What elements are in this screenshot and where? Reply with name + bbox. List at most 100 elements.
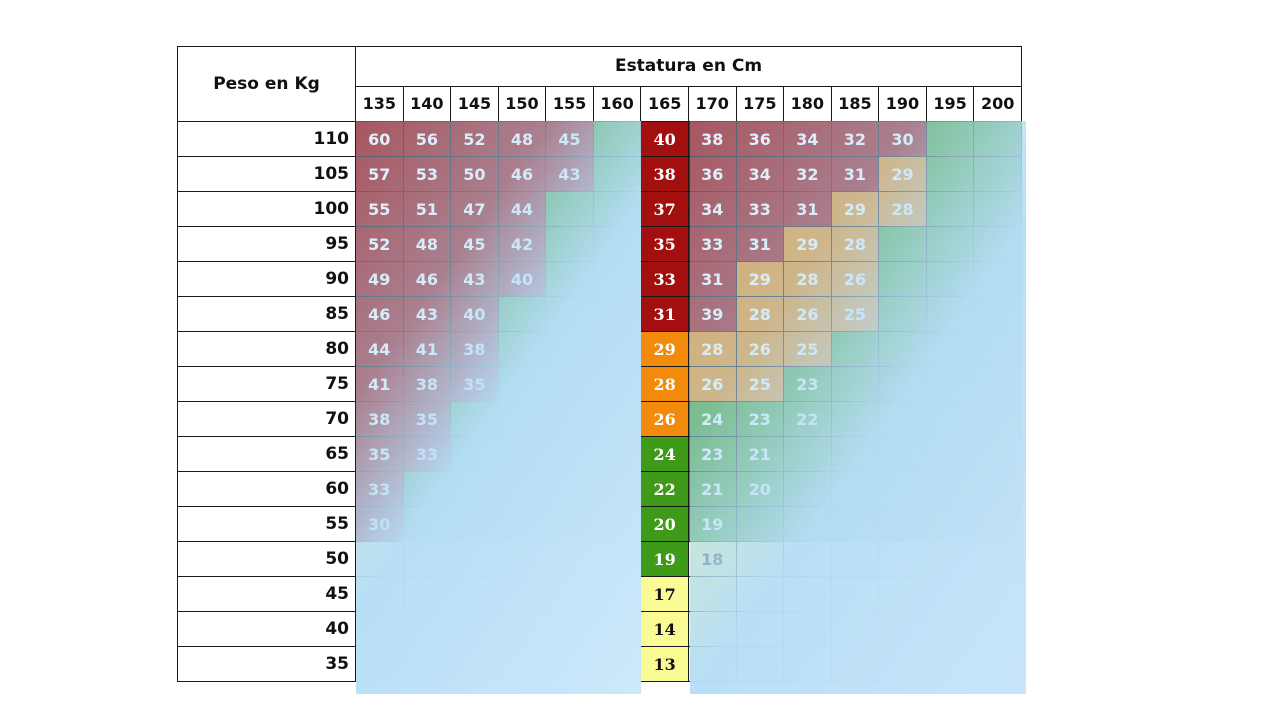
bmi-cell [878, 576, 927, 612]
bmi-cell [545, 261, 594, 297]
bmi-cell [783, 506, 832, 542]
weight-row-header: 110 [177, 121, 356, 157]
bmi-cell [783, 576, 832, 612]
bmi-cell: 36 [687, 156, 737, 192]
bmi-cell [592, 296, 642, 332]
bmi-cell: 34 [735, 156, 785, 192]
bmi-cell [592, 331, 642, 367]
bmi-cell: 49 [355, 261, 404, 297]
height-col-header: 180 [783, 85, 832, 123]
bmi-cell [783, 436, 832, 472]
bmi-cell: 29 [783, 226, 832, 262]
bmi-cell [545, 611, 594, 647]
bmi-cell [973, 261, 1022, 297]
bmi-table: Peso en Kg Estatura en Cm 135 140 145 150 15… [177, 46, 1022, 682]
bmi-cell [783, 646, 832, 682]
height-col-header: 135 [355, 85, 404, 123]
bmi-cell [402, 646, 452, 682]
weight-row-header: 95 [177, 226, 356, 262]
bmi-cell [973, 611, 1022, 647]
table-row: 75 41 38 35 28 26 25 23 [177, 366, 1022, 402]
height-col-header: 165 [640, 85, 689, 123]
bmi-cell: 46 [355, 296, 404, 332]
bmi-cell [830, 646, 880, 682]
bmi-cell: 60 [355, 121, 404, 157]
bmi-cell [497, 366, 547, 402]
bmi-cell [925, 541, 975, 577]
bmi-cell [783, 471, 832, 507]
bmi-cell [830, 401, 880, 437]
bmi-cell: 46 [497, 156, 547, 192]
bmi-cell [830, 611, 880, 647]
bmi-cell-highlighted: 19 [640, 541, 689, 577]
bmi-cell [545, 576, 594, 612]
bmi-cell [973, 401, 1022, 437]
bmi-cell: 40 [497, 261, 547, 297]
row-header-label: Peso en Kg [177, 46, 356, 122]
bmi-cell: 18 [687, 541, 737, 577]
bmi-cell [450, 436, 499, 472]
bmi-cell: 43 [450, 261, 499, 297]
bmi-cell [355, 611, 404, 647]
bmi-cell [450, 576, 499, 612]
bmi-cell: 32 [783, 156, 832, 192]
bmi-cell: 26 [735, 331, 785, 367]
bmi-cell [973, 646, 1022, 682]
bmi-cell [592, 401, 642, 437]
bmi-cell [355, 646, 404, 682]
bmi-cell [545, 506, 594, 542]
bmi-cell-highlighted: 22 [640, 471, 689, 507]
bmi-cell-highlighted: 17 [640, 576, 689, 612]
bmi-cell [830, 331, 880, 367]
bmi-cell: 30 [878, 121, 927, 157]
bmi-cell [878, 506, 927, 542]
bmi-cell [925, 121, 975, 157]
bmi-cell: 44 [355, 331, 404, 367]
bmi-cell [545, 471, 594, 507]
bmi-cell: 25 [783, 331, 832, 367]
bmi-cell: 34 [687, 191, 737, 227]
bmi-cell: 35 [402, 401, 452, 437]
bmi-cell [735, 576, 785, 612]
bmi-cell: 42 [497, 226, 547, 262]
bmi-cell [545, 331, 594, 367]
bmi-cell-highlighted: 26 [640, 401, 689, 437]
bmi-cell [973, 156, 1022, 192]
bmi-cell [450, 646, 499, 682]
bmi-cell: 23 [735, 401, 785, 437]
weight-row-header: 100 [177, 191, 356, 227]
bmi-cell [878, 611, 927, 647]
bmi-cell: 50 [450, 156, 499, 192]
bmi-cell: 35 [450, 366, 499, 402]
bmi-cell [687, 611, 737, 647]
bmi-cell-highlighted: 20 [640, 506, 689, 542]
height-col-header: 155 [545, 85, 594, 123]
bmi-cell [925, 156, 975, 192]
bmi-cell [925, 261, 975, 297]
bmi-cell: 41 [402, 331, 452, 367]
bmi-cell [592, 191, 642, 227]
bmi-cell: 45 [450, 226, 499, 262]
bmi-cell [878, 471, 927, 507]
bmi-cell [925, 331, 975, 367]
bmi-cell [497, 576, 547, 612]
bmi-cell [592, 121, 642, 157]
bmi-cell [783, 541, 832, 577]
bmi-cell [450, 471, 499, 507]
bmi-cell-highlighted: 40 [640, 121, 689, 157]
height-col-header: 145 [450, 85, 499, 123]
bmi-cell [878, 366, 927, 402]
bmi-cell [878, 226, 927, 262]
bmi-cell: 22 [783, 401, 832, 437]
bmi-cell: 23 [687, 436, 737, 472]
bmi-cell: 28 [830, 226, 880, 262]
column-group-label: Estatura en Cm [355, 46, 1022, 87]
table-row: 80 44 41 38 29 28 26 25 [177, 331, 1022, 367]
bmi-cell [783, 611, 832, 647]
bmi-cell: 28 [783, 261, 832, 297]
bmi-cell-highlighted: 35 [640, 226, 689, 262]
bmi-cell [545, 541, 594, 577]
bmi-cell-highlighted: 13 [640, 646, 689, 682]
weight-row-header: 90 [177, 261, 356, 297]
bmi-cell [592, 436, 642, 472]
